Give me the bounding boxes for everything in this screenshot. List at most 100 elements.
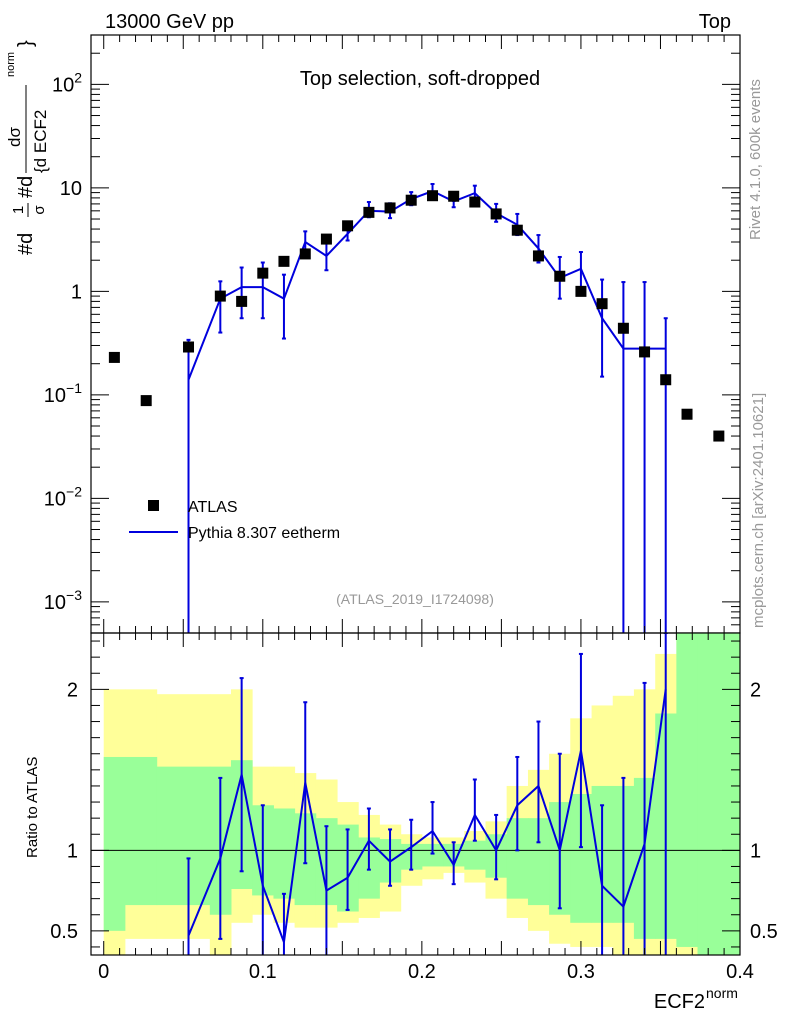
ratio-y-tick-label-left: 0.5 [50, 921, 78, 943]
x-tick-label: 0.2 [408, 961, 436, 983]
uncertainty-band-inner [156, 766, 211, 906]
ylabel-close: } [15, 40, 37, 47]
data-point [363, 206, 375, 218]
ratio-x-tick-labels: 0 0.1 0.2 0.3 0.4 [98, 961, 754, 983]
data-point [278, 255, 290, 267]
ratio-y-tick-label-left: 1 [67, 840, 78, 862]
y-tick-mantissa: 10 [44, 385, 66, 407]
x-axis-label-main: ECF2 [654, 991, 705, 1013]
y-tick-label: 10−3 [44, 587, 82, 614]
y-tick-exponent: −2 [66, 483, 82, 499]
ratio-y-tick-label-left: 2 [67, 679, 78, 701]
uncertainty-band-inner [273, 808, 296, 899]
ratio-y-axis-label: Ratio to ATLAS [24, 757, 41, 858]
data-point [236, 295, 248, 307]
data-point [511, 224, 523, 236]
y-tick-mantissa: 10 [44, 592, 66, 614]
uncertainty-band-inner [124, 756, 158, 906]
legend-label-pythia: Pythia 8.307 eetherm [188, 525, 340, 542]
data-point [639, 346, 651, 358]
ratio-line [187, 689, 667, 943]
ratio-y-tick-labels: 0.5 0.5 1 1 2 2 [50, 679, 778, 943]
data-point [681, 408, 693, 420]
y-tick-mantissa: 10 [60, 178, 82, 200]
data-point [427, 190, 439, 202]
y-tick-mantissa: 10 [52, 74, 74, 96]
y-tick-exponent: −3 [66, 587, 82, 603]
data-point [342, 220, 354, 232]
uncertainty-band-inner [527, 818, 550, 906]
data-point [554, 270, 566, 282]
y-tick-label: 1 [71, 281, 82, 303]
data-point [660, 374, 672, 386]
main-plot-content [108, 182, 725, 633]
ratio-plot-ticks [91, 633, 741, 955]
ylabel-sigma: σ [31, 205, 48, 215]
main-y-axis-label: #d 1 σ #d dσ {d ECF2 norm } [5, 40, 50, 255]
plot-title: Top selection, soft-dropped [300, 68, 540, 90]
mc-line [187, 190, 666, 381]
uncertainty-band-inner [697, 633, 740, 955]
data-point [320, 233, 332, 245]
ratio-y-tick-label-right: 0.5 [750, 921, 778, 943]
legend-marker-atlas [148, 500, 159, 511]
data-point [713, 430, 725, 442]
main-plot-panel: Top selection, soft-dropped (ATLAS_2019_… [5, 34, 741, 634]
ratio-plot-frame [90, 632, 741, 956]
data-point [257, 267, 269, 279]
ylabel-one: 1 [10, 206, 27, 214]
y-tick-label: 10−2 [44, 483, 82, 510]
data-point [448, 190, 460, 202]
data-point [532, 250, 544, 262]
data-point [617, 322, 629, 334]
data-point [596, 298, 608, 310]
ratio-plot-content [91, 633, 740, 955]
y-tick-mantissa: 1 [71, 281, 82, 303]
ylabel-dsigma: dσ [5, 127, 24, 147]
x-tick-label: 0 [98, 961, 109, 983]
x-axis-label-sup: norm [706, 985, 738, 1001]
main-plot-ticks [91, 34, 741, 634]
process-label: Top [699, 11, 731, 33]
uncertainty-band-inner [103, 756, 126, 931]
data-point [384, 202, 396, 214]
y-tick-exponent: −1 [66, 380, 82, 396]
data-point [575, 285, 587, 297]
ratio-y-tick-label-right: 2 [750, 679, 761, 701]
analysis-id-label: (ATLAS_2019_I1724098) [336, 591, 494, 607]
legend-label-atlas: ATLAS [188, 499, 238, 516]
ylabel-prefix: #d [15, 233, 37, 255]
y-tick-exponent: 2 [74, 69, 82, 85]
data-point [214, 290, 226, 302]
y-tick-label: 10−1 [44, 380, 82, 407]
data-point [140, 395, 152, 407]
y-tick-label: 102 [52, 69, 82, 96]
y-tick-label: 10 [60, 178, 82, 200]
legend: ATLAS Pythia 8.307 eetherm [129, 499, 340, 542]
svg-text:#d: #d [15, 233, 37, 255]
data-point [490, 208, 502, 220]
data-point [405, 194, 417, 206]
energy-label: 13000 GeV pp [105, 11, 234, 33]
y-tick-mantissa: 10 [44, 488, 66, 510]
uncertainty-band-inner [570, 794, 593, 923]
ratio-y-tick-label-right: 1 [750, 840, 761, 862]
data-point [299, 248, 311, 260]
mcplots-label: mcplots.cern.ch [arXiv:2401.10621] [750, 393, 767, 628]
ylabel-norm: norm [5, 52, 17, 77]
x-tick-label: 0.1 [249, 961, 277, 983]
uncertainty-band-inner [506, 818, 529, 899]
uncertainty-band-inner [676, 633, 699, 947]
x-axis-label: ECF2 norm [654, 985, 738, 1013]
ratio-plot-panel: 0.5 0.51 12 2 0 0.1 0.2 0.3 0.4 Ratio to ATLAS … [24, 632, 778, 1013]
x-tick-label: 0.4 [726, 961, 754, 983]
ylabel-den: {d ECF2 [31, 110, 50, 173]
uncertainty-band-inner [464, 840, 486, 870]
x-tick-label: 0.3 [567, 961, 595, 983]
data-point [183, 341, 195, 353]
uncertainty-band-inner [421, 843, 444, 867]
data-point [469, 196, 481, 208]
data-point [108, 351, 120, 363]
